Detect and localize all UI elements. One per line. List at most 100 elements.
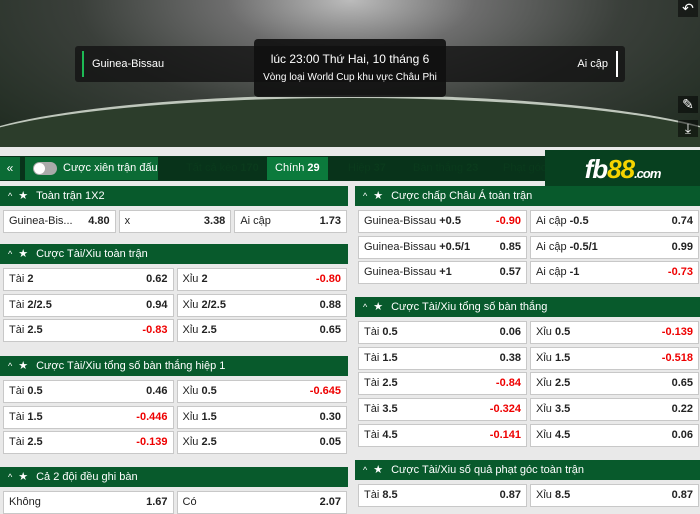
selection-label: Guinea-Bissau bbox=[364, 266, 437, 279]
line-value: 2/2.5 bbox=[201, 298, 226, 311]
collapse-all-icon[interactable]: « bbox=[0, 157, 20, 180]
odds-cell[interactable]: Xỉu 2.5 0.65 bbox=[530, 372, 699, 396]
selection-label: Xỉu bbox=[182, 324, 199, 337]
odds-cell[interactable]: Xỉu 1.5 0.30 bbox=[176, 405, 347, 429]
section-header[interactable]: ^ ★ Cược Tài/Xiu số quả phạt góc toàn trận bbox=[355, 460, 700, 480]
odds-cell[interactable]: Tài 4.5 -0.141 bbox=[358, 423, 527, 447]
selection-label: Xỉu bbox=[536, 351, 552, 364]
odds-cell[interactable]: Ai cập 1.73 bbox=[234, 210, 347, 233]
selection-label: Xỉu bbox=[182, 385, 199, 397]
odds-cell[interactable]: Xỉu 8.5 0.87 bbox=[530, 484, 699, 507]
tab-count: 37 bbox=[373, 162, 386, 174]
star-icon[interactable]: ★ bbox=[18, 360, 29, 372]
odds-cell[interactable]: Xỉu 2 -0.80 bbox=[176, 268, 347, 291]
chevron-up-icon[interactable]: ^ bbox=[8, 191, 13, 201]
tab-2[interactable]: Hiệp 37 bbox=[340, 157, 394, 180]
odds-value: -0.141 bbox=[489, 428, 521, 441]
odds-cell[interactable]: Xỉu 1.5 -0.518 bbox=[530, 346, 699, 370]
odds-cell[interactable]: Ai cập -0.5/1 0.99 bbox=[530, 235, 699, 259]
pin-icon[interactable]: ✎ bbox=[678, 96, 698, 113]
odds-cell[interactable]: Ai cập -0.5 0.74 bbox=[530, 210, 699, 233]
section-header[interactable]: ^ ★ Toàn trận 1X2 bbox=[0, 186, 348, 206]
tab-4[interactable]: Phạt góc bbox=[495, 157, 557, 180]
selection-label: Tài bbox=[9, 385, 25, 397]
section-title: Cược Tài/Xiu toàn trận bbox=[36, 248, 148, 260]
section-header[interactable]: ^ ★ Cược Tài/Xiu toàn trận bbox=[0, 244, 348, 264]
line-value: 0.5 bbox=[201, 385, 217, 397]
odds-value: 0.65 bbox=[319, 324, 341, 337]
back-icon[interactable]: ↶ bbox=[678, 0, 698, 17]
odds-cell[interactable]: Có 2.07 bbox=[176, 491, 347, 514]
selection-label: Tài bbox=[364, 377, 380, 390]
odds-cell[interactable]: Xỉu 0.5 -0.139 bbox=[530, 321, 699, 344]
odds-cell[interactable]: Tài 1.5 -0.446 bbox=[3, 405, 174, 429]
selection-label: Guinea-Bissau bbox=[364, 215, 437, 227]
section-header[interactable]: ^ ★ Cược chấp Châu Á toàn trận bbox=[355, 186, 700, 206]
tab-label: Chính bbox=[275, 162, 305, 174]
odds-cell[interactable]: Guinea-Bissau +1 0.57 bbox=[358, 261, 527, 285]
odds-cell[interactable]: Xỉu 2.5 0.05 bbox=[176, 431, 347, 455]
odds-cell[interactable]: Xỉu 0.5 -0.645 bbox=[176, 380, 347, 403]
section-title: Cược Tài/Xiu số quả phạt góc toàn trận bbox=[391, 464, 585, 476]
toggle-switch[interactable] bbox=[33, 162, 57, 175]
odds-cell[interactable]: Tài 2.5 -0.84 bbox=[358, 372, 527, 396]
odds-cell[interactable]: Tài 8.5 0.87 bbox=[358, 484, 527, 507]
odds-cell[interactable]: Guinea-Bissau +0.5 -0.90 bbox=[358, 210, 527, 233]
line-value: 1.5 bbox=[554, 351, 571, 364]
chevron-up-icon[interactable]: ^ bbox=[363, 302, 368, 312]
parlay-toggle[interactable]: Cược xiên trận đấu bbox=[25, 157, 158, 180]
star-icon[interactable]: ★ bbox=[373, 464, 384, 476]
line-value: 2.5 bbox=[27, 324, 43, 337]
star-icon[interactable]: ★ bbox=[18, 190, 29, 202]
selection-label: Xỉu bbox=[182, 273, 199, 285]
section-header[interactable]: ^ ★ Cược Tài/Xiu tổng số bàn thắng bbox=[355, 297, 700, 317]
tab-label: Tất cả kèo bbox=[186, 162, 238, 174]
line-value: 0.5 bbox=[27, 385, 43, 397]
line-value: 2/2.5 bbox=[27, 298, 52, 311]
odds-cell[interactable]: Guinea-Bissau +0.5/1 0.85 bbox=[358, 235, 527, 259]
selection-label: Tài bbox=[9, 298, 25, 311]
selection-label: Tài bbox=[364, 326, 380, 338]
chevron-up-icon[interactable]: ^ bbox=[363, 465, 368, 475]
section-header[interactable]: ^ ★ Cả 2 đội đều ghi bàn bbox=[0, 467, 348, 487]
star-icon[interactable]: ★ bbox=[373, 301, 384, 313]
selection-label: Xỉu bbox=[536, 377, 552, 390]
odds-cell[interactable]: Xỉu 2/2.5 0.88 bbox=[176, 293, 347, 317]
odds-cell[interactable]: Tài 3.5 -0.324 bbox=[358, 398, 527, 422]
selection-label: Xỉu bbox=[536, 428, 552, 441]
selection-label: Tài bbox=[9, 410, 25, 423]
tab-3[interactable]: Bàn thắng 23 bbox=[405, 157, 486, 180]
stadium-background bbox=[0, 95, 700, 147]
star-icon[interactable]: ★ bbox=[18, 471, 29, 483]
match-info: lúc 23:00 Thứ Hai, 10 tháng 6 Vòng loại … bbox=[254, 39, 446, 97]
star-icon[interactable]: ★ bbox=[18, 248, 29, 260]
odds-cell[interactable]: Xỉu 2.5 0.65 bbox=[176, 319, 347, 343]
chevron-up-icon[interactable]: ^ bbox=[8, 361, 13, 371]
odds-cell[interactable]: Tài 2.5 -0.139 bbox=[3, 431, 174, 455]
odds-cell[interactable]: x 3.38 bbox=[118, 210, 232, 233]
chevron-up-icon[interactable]: ^ bbox=[363, 191, 368, 201]
chevron-up-icon[interactable]: ^ bbox=[8, 472, 13, 482]
odds-cell[interactable]: Xỉu 4.5 0.06 bbox=[530, 423, 699, 447]
odds-cell[interactable]: Tài 0.5 0.06 bbox=[358, 321, 527, 344]
star-icon[interactable]: ★ bbox=[373, 190, 384, 202]
line-value: 2.5 bbox=[554, 377, 571, 390]
odds-cell[interactable]: Tài 2/2.5 0.94 bbox=[3, 293, 174, 317]
odds-cell[interactable]: Ai cập -1 -0.73 bbox=[530, 261, 699, 285]
tab-label: Bàn thắng bbox=[413, 162, 464, 174]
odds-cell[interactable]: Guinea-Bis... 4.80 bbox=[3, 210, 116, 233]
odds-cell[interactable]: Tài 2.5 -0.83 bbox=[3, 319, 174, 343]
line-value: 3.5 bbox=[554, 403, 571, 416]
odds-cell[interactable]: Không 1.67 bbox=[3, 491, 174, 514]
odds-cell[interactable]: Tài 1.5 0.38 bbox=[358, 346, 527, 370]
odds-cell[interactable]: Tài 0.5 0.46 bbox=[3, 380, 174, 403]
section-title: Toàn trận 1X2 bbox=[36, 190, 105, 202]
section-header[interactable]: ^ ★ Cược Tài/Xiu tổng số bàn thắng hiệp 1 bbox=[0, 356, 348, 376]
odds-cell[interactable]: Tài 2 0.62 bbox=[3, 268, 174, 291]
odds-cell[interactable]: Xỉu 3.5 0.22 bbox=[530, 398, 699, 422]
selection-label: Guinea-Bis... bbox=[9, 215, 73, 227]
chevron-up-icon[interactable]: ^ bbox=[8, 249, 13, 259]
tab-1[interactable]: Chính 29 bbox=[267, 157, 328, 180]
download-icon[interactable]: ⤓ bbox=[678, 120, 698, 137]
tab-0[interactable]: Tất cả kèo 170 bbox=[178, 157, 267, 180]
